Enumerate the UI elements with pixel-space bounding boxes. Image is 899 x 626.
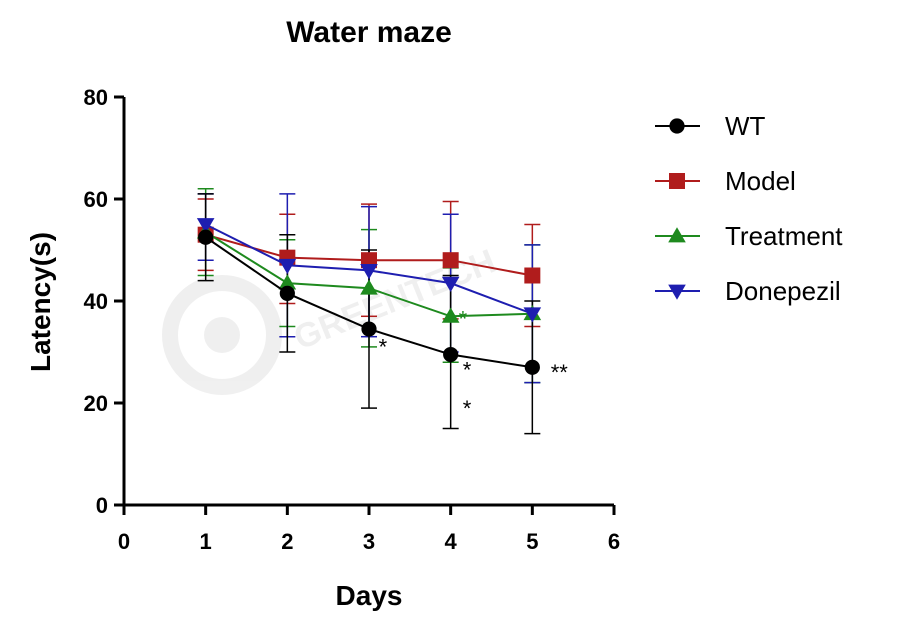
data-point [524,267,541,284]
data-point [278,274,297,290]
legend-item-treatment: Treatment [655,221,843,251]
data-point [278,258,297,275]
x-tick-label: 3 [363,529,375,554]
legend-marker [668,227,686,243]
legend-label: Donepezil [725,276,841,306]
legend-label: Treatment [725,221,843,251]
legend-marker [669,118,685,134]
significance-mark: * [463,358,472,383]
x-tick-label: 4 [445,529,458,554]
x-tick-label: 0 [118,529,130,554]
y-tick-label: 0 [96,493,108,518]
series-line-group-wt [198,229,540,375]
x-tick-label: 6 [608,529,620,554]
data-point [442,252,459,269]
data-point [523,307,542,323]
legend-marker [668,284,686,300]
y-tick-label: 40 [84,289,108,314]
x-tick-label: 5 [526,529,538,554]
y-tick-label: 80 [84,85,108,110]
axes: 0 20 40 60 80 0 1 2 3 4 5 6 [84,85,621,554]
legend-item-wt: WT [655,111,766,141]
chart-title: Water maze [286,16,452,49]
data-point [441,307,460,323]
data-point [360,279,378,295]
y-axis-label: Latency(s) [25,232,56,372]
legend-marker [669,173,685,189]
data-point [524,359,540,375]
series-layer [196,188,542,435]
legend-label: Model [725,166,796,196]
x-tick-label: 2 [281,529,293,554]
significance-mark: ** [551,360,569,385]
data-point [196,218,215,234]
data-point [198,229,214,245]
data-point [441,276,460,292]
legend: WT Model Treatment Donepezil [655,111,843,306]
series-line-group-donepezil [196,218,542,323]
x-tick-label: 1 [200,529,212,554]
significance-mark: * [463,396,472,421]
data-point [443,346,459,363]
x-axis-label: Days [336,580,403,611]
significance-mark: * [379,335,388,360]
legend-item-donepezil: Donepezil [655,276,841,306]
data-point [279,285,295,301]
legend-item-model: Model [655,166,796,196]
data-point [360,264,378,280]
y-tick-label: 60 [84,187,108,212]
legend-label: WT [725,111,766,141]
data-point [361,321,377,337]
annotations: ****** [379,307,569,421]
significance-mark: * [459,307,468,332]
y-tick-label: 20 [84,391,108,416]
